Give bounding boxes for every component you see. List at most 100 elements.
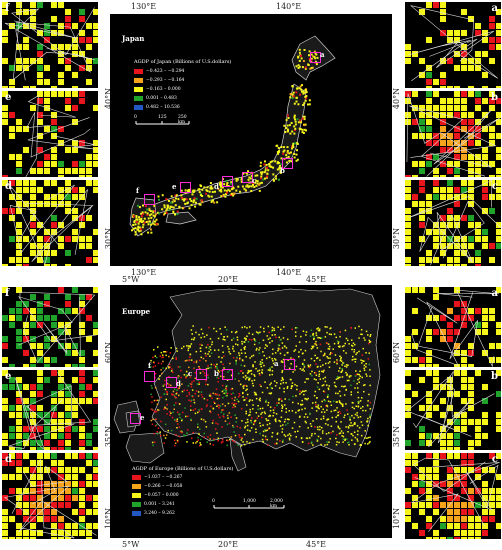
grid-cell: [412, 194, 418, 200]
grid-cell: [79, 509, 85, 515]
agdp-cell: [324, 336, 327, 338]
agdp-cell: [258, 189, 261, 192]
agdp-cell: [279, 425, 282, 427]
grid-cell: [23, 37, 29, 43]
agdp-cell: [365, 363, 367, 365]
agdp-cell: [355, 373, 358, 376]
grid-cell: [440, 133, 446, 139]
grid-cell: [419, 9, 425, 15]
grid-cell: [16, 119, 22, 125]
agdp-cell: [189, 353, 192, 356]
agdp-cell: [258, 352, 261, 355]
agdp-cell: [245, 397, 248, 399]
grid-cell: [468, 119, 474, 125]
agdp-cell: [160, 351, 163, 354]
grid-cell: [412, 51, 418, 57]
grid-cell: [475, 537, 481, 539]
grid-cell: [51, 180, 57, 186]
grid-cell: [44, 168, 50, 174]
europe-region-box-d: [166, 377, 177, 388]
agdp-cell: [301, 352, 304, 355]
grid-cell: [72, 509, 78, 515]
grid-cell: [433, 194, 439, 200]
grid-cell: [419, 215, 425, 221]
agdp-cell: [358, 373, 360, 376]
agdp-cell: [274, 175, 277, 178]
agdp-cell: [348, 424, 351, 427]
grid-cell: [58, 384, 64, 390]
agdp-cell: [251, 382, 254, 385]
grid-cell: [58, 322, 64, 328]
agdp-cell: [277, 348, 280, 350]
agdp-cell: [339, 335, 341, 338]
grid-cell: [433, 433, 439, 439]
agdp-cell: [333, 361, 336, 363]
grid-cell: [58, 523, 64, 529]
agdp-cell: [174, 213, 176, 216]
agdp-cell: [333, 342, 336, 345]
grid-cell: [44, 301, 50, 307]
agdp-cell: [161, 372, 163, 375]
grid-cell: [16, 250, 22, 256]
grid-cell: [79, 440, 85, 446]
grid-cell: [58, 30, 64, 36]
grid-cell: [461, 488, 467, 494]
agdp-cell: [301, 131, 304, 134]
agdp-cell: [356, 382, 358, 385]
agdp-cell: [285, 407, 287, 410]
agdp-cell: [216, 432, 218, 434]
grid-cell: [433, 502, 439, 508]
grid-cell: [475, 250, 481, 256]
agdp-cell: [281, 347, 284, 349]
agdp-cell: [142, 220, 145, 223]
agdp-cell: [314, 343, 316, 345]
agdp-cell: [351, 359, 354, 361]
agdp-cell: [300, 437, 303, 440]
agdp-cell: [240, 349, 242, 351]
agdp-cell: [235, 403, 237, 405]
agdp-cell: [314, 401, 317, 404]
grid-cell: [58, 412, 64, 418]
grid-cell: [37, 391, 43, 397]
grid-cell: [447, 447, 453, 450]
agdp-cell: [351, 439, 353, 441]
grid-cell: [447, 98, 453, 104]
grid-cell: [79, 9, 85, 15]
japan-coord-right-30: 30°N: [392, 227, 402, 250]
agdp-cell: [189, 376, 192, 378]
agdp-cell: [238, 396, 240, 398]
agdp-cell: [155, 399, 157, 402]
grid-cell: [23, 264, 29, 266]
boundary-line: [412, 457, 486, 527]
agdp-cell: [255, 367, 257, 370]
grid-cell: [9, 65, 15, 71]
agdp-cell: [320, 337, 322, 339]
grid-cell: [23, 336, 29, 342]
grid-cell: [426, 516, 432, 522]
agdp-cell: [369, 416, 371, 418]
grid-cell: [16, 315, 22, 321]
japan-inset-c: c: [404, 179, 502, 267]
agdp-cell: [259, 383, 261, 386]
agdp-cell: [235, 189, 238, 192]
agdp-cell: [369, 436, 371, 439]
agdp-cell: [173, 388, 176, 391]
grid-cell: [426, 86, 432, 88]
agdp-cell: [307, 365, 310, 368]
grid-cell: [72, 364, 78, 367]
grid-cell: [496, 236, 501, 242]
agdp-cell: [220, 188, 222, 191]
grid-cell: [86, 453, 92, 459]
agdp-cell: [188, 391, 190, 394]
agdp-cell: [310, 59, 313, 62]
agdp-cell: [156, 403, 159, 405]
grid-cell: [44, 91, 50, 97]
grid-cell: [496, 23, 501, 29]
agdp-cell: [195, 390, 198, 392]
agdp-cell: [325, 362, 327, 365]
agdp-cell: [160, 420, 162, 423]
agdp-cell: [246, 376, 248, 379]
agdp-cell: [294, 349, 297, 351]
agdp-cell: [154, 220, 157, 223]
grid-cell: [86, 37, 92, 43]
